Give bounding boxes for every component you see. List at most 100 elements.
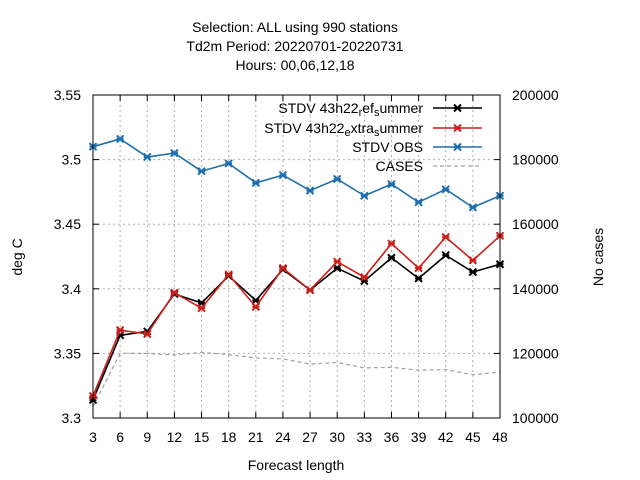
- x-tick-label: 18: [221, 429, 237, 445]
- data-point: [414, 274, 423, 283]
- y2-tick-label: 200000: [512, 87, 559, 103]
- legend-marker: [453, 103, 462, 113]
- data-point: [332, 263, 342, 273]
- legend-label-part: s: [374, 127, 380, 139]
- title-line-3: Hours: 00,06,12,18: [235, 57, 354, 73]
- data-point: [251, 302, 261, 312]
- x-tick-label: 42: [438, 429, 454, 445]
- data-point: [468, 267, 478, 277]
- x-axis-label: Forecast length: [248, 457, 345, 473]
- legend-label-part: ef: [362, 100, 374, 116]
- legend-label-part: xtra: [351, 120, 375, 136]
- data-point: [468, 256, 478, 265]
- y2-tick-label: 140000: [512, 281, 559, 297]
- series-3: [92, 351, 501, 407]
- data-point: [332, 257, 342, 266]
- legend-label-part: r: [359, 107, 363, 119]
- x-tick-label: 21: [248, 429, 264, 445]
- legend-label: STDV OBS: [352, 139, 423, 155]
- plot-series: [88, 134, 505, 407]
- title-line-2: Td2m Period: 20220701-20220731: [186, 38, 403, 54]
- data-point: [387, 239, 396, 248]
- chart-title: Selection: ALL using 990 stations Td2m P…: [186, 19, 403, 73]
- x-tick-label: 12: [167, 429, 183, 445]
- data-point: [414, 198, 423, 207]
- legend-entry: STDV 43h22extrasummer: [264, 120, 482, 139]
- legend-marker: [453, 123, 462, 133]
- data-point: [441, 185, 450, 194]
- legend-label: CASES: [376, 158, 423, 174]
- y-tick-label: 3.45: [54, 216, 81, 232]
- y2-tick-label: 120000: [512, 345, 559, 361]
- data-point: [278, 263, 288, 273]
- data-point: [441, 232, 450, 242]
- legend-label-part: ummer: [379, 120, 423, 136]
- y-tick-label: 3.4: [62, 281, 82, 297]
- data-point: [414, 263, 423, 273]
- y-tick-label: 3.55: [54, 87, 81, 103]
- data-point: [441, 251, 450, 260]
- data-point: [224, 159, 233, 168]
- data-point: [224, 270, 233, 279]
- data-point: [332, 174, 342, 184]
- y2-axis-label: No cases: [590, 228, 606, 286]
- legend-label-part: STDV 43h22: [278, 100, 358, 116]
- x-tick-label: 33: [357, 429, 373, 445]
- data-point: [143, 329, 152, 339]
- data-point: [197, 303, 206, 313]
- x-tick-label: 45: [465, 429, 481, 445]
- data-point: [170, 148, 179, 158]
- data-point: [251, 178, 261, 188]
- series-2: [88, 134, 505, 212]
- series-line: [92, 254, 501, 401]
- x-tick-label: 30: [329, 429, 345, 445]
- data-point: [305, 285, 315, 295]
- x-tick-label: 24: [275, 429, 291, 445]
- legend-entry: STDV 43h22refsummer: [278, 100, 482, 119]
- data-point: [115, 134, 125, 144]
- data-point: [360, 272, 369, 282]
- data-point: [143, 152, 152, 162]
- legend-label-part: STDV OBS: [352, 139, 423, 155]
- data-point: [170, 288, 179, 297]
- x-tick-label: 27: [302, 429, 318, 445]
- plot-frame: [92, 94, 501, 419]
- data-point: [468, 203, 478, 212]
- series-line: [92, 235, 501, 397]
- x-tick-label: 9: [143, 429, 151, 445]
- data-point: [305, 186, 315, 195]
- x-tick-label: 15: [194, 429, 210, 445]
- y2-tick-label: 160000: [512, 216, 559, 232]
- data-point: [278, 170, 288, 180]
- y2-tick-label: 100000: [512, 410, 559, 426]
- title-line-1: Selection: ALL using 990 stations: [192, 19, 398, 35]
- legend-label: STDV 43h22extrasummer: [264, 120, 423, 139]
- data-point: [197, 167, 206, 176]
- legend-label-part: CASES: [376, 158, 423, 174]
- y-tick-label: 3.3: [62, 410, 82, 426]
- axis-ticks: 3 6 9 12 15 18 21 24 27 30 33 36 39 42 45 483.33.353.43…: [54, 87, 559, 445]
- legend-label-part: STDV 43h22: [264, 120, 344, 136]
- x-tick-label: 39: [411, 429, 427, 445]
- series-1: [88, 231, 505, 401]
- legend-label-part: ummer: [379, 100, 423, 116]
- legend-marker: [453, 142, 462, 152]
- legend-label-part: s: [374, 107, 380, 119]
- data-point: [360, 191, 369, 200]
- x-tick-label: 36: [384, 429, 400, 445]
- legend-entry: STDV OBS: [352, 139, 482, 155]
- legend-entry: CASES: [376, 158, 482, 174]
- legend-label-part: e: [344, 127, 350, 139]
- series-line: [92, 351, 501, 407]
- y-axis-label: deg C: [9, 238, 25, 275]
- data-point: [387, 179, 396, 189]
- x-tick-label: 6: [116, 429, 124, 445]
- legend-label: STDV 43h22refsummer: [278, 100, 423, 119]
- y-tick-label: 3.35: [54, 345, 81, 361]
- data-point: [387, 253, 396, 262]
- series-line: [92, 138, 501, 209]
- y2-tick-label: 180000: [512, 152, 559, 168]
- data-point: [115, 325, 125, 335]
